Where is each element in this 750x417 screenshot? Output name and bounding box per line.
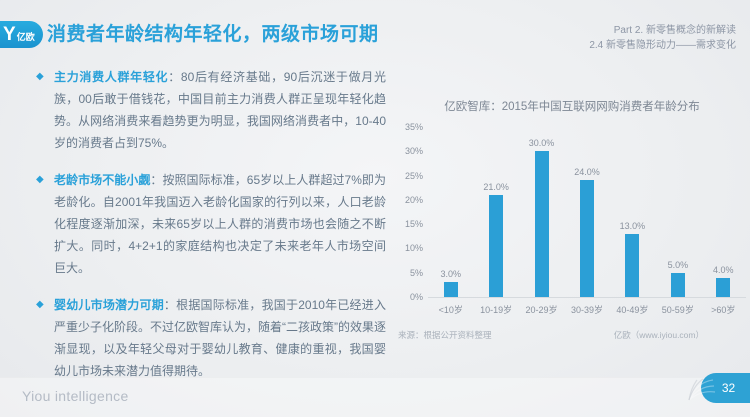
bullet-body: ：根据国际标准，我国于2010年已经进入严重少子化阶段。不过亿欧智库认为，随着“…	[54, 298, 386, 378]
x-tick-label: 30-39岁	[570, 305, 603, 315]
chart-source: 来源：根据公开资料整理	[398, 330, 492, 340]
x-tick-label: 10-19岁	[480, 305, 513, 315]
bar-column: 3.0%	[428, 127, 473, 297]
x-tick-label: 20-29岁	[525, 305, 558, 315]
bar-value-label: 4.0%	[712, 264, 734, 275]
x-tick-label: 40-49岁	[616, 305, 649, 315]
x-tick-label: 50-59岁	[661, 305, 694, 315]
page-number-badge: 32	[701, 373, 750, 403]
breadcrumb: Part 2. 新零售概念的新解读 2.4 新零售隐形动力——需求变化	[589, 23, 736, 53]
chart-xaxis: <10岁 10-19岁 20-29岁 30-39岁 40-49岁 50-59岁 >60岁	[428, 298, 746, 316]
bar	[534, 151, 549, 297]
logo: Y 亿欧	[0, 21, 43, 48]
y-tick-label: 0%	[409, 292, 423, 302]
bar-column: 24.0%	[564, 127, 609, 297]
chart-plot: 3.0% 21.0% 30.0% 24.0% 13.0% 5.0% 4.0%	[428, 127, 746, 298]
bar	[625, 233, 640, 297]
bar-value-label: 13.0%	[619, 220, 646, 231]
diamond-bullet-icon: ◆	[36, 71, 44, 82]
bullet-head: 婴幼儿市场潜力可期	[54, 298, 164, 312]
bar-value-label: 24.0%	[574, 167, 600, 178]
bullet-body: ：按照国际标准，65岁以上人群超过7%即为老龄化。自2001年我国迈入老龄化国家…	[54, 173, 386, 275]
breadcrumb-part-line: Part 2. 新零售概念的新解读	[613, 25, 736, 36]
bar-column: 30.0%	[519, 127, 564, 297]
footer-strip	[0, 377, 750, 417]
page-number: 32	[721, 381, 736, 395]
bar-value-label: 21.0%	[483, 182, 509, 192]
y-tick-label: 15%	[404, 219, 423, 230]
page-title: 消费者年龄结构年轻化，两级市场可期	[47, 24, 379, 45]
bar-value-label: 5.0%	[667, 259, 689, 270]
bullet-text: 老龄市场不能小觑：按照国际标准，65岁以上人群超过7%即为老龄化。自2001年我…	[54, 169, 386, 279]
bullet-head: 主力消费人群年轻化	[54, 70, 169, 84]
chart-source-row: 来源：根据公开资料整理 亿欧（www.iyiou.com）	[398, 329, 746, 341]
bar-value-label: 30.0%	[528, 138, 555, 149]
bar-column: 4.0%	[701, 127, 746, 297]
chart-yaxis: 0% 5% 10% 15% 20% 25% 30% 35%	[398, 122, 428, 302]
bar	[489, 195, 504, 297]
chart-title: 亿欧智库：2015年中国互联网网购消费者年龄分布	[444, 101, 700, 113]
bullet-body: ：80后有经济基础，90后沉迷于做月光族，00后敢于借钱花，中国目前主力消费人群…	[54, 70, 386, 150]
chart-plot-area: 0% 5% 10% 15% 20% 25% 30% 35% 3.0% 21.0% 30.0% 24.…	[398, 122, 746, 302]
y-tick-label: 5%	[409, 267, 423, 278]
y-tick-label: 30%	[404, 146, 423, 157]
bar	[579, 180, 594, 297]
bar-value-label: 3.0%	[440, 269, 461, 280]
logo-icon: Y	[3, 24, 16, 45]
y-tick-label: 25%	[404, 170, 423, 181]
logo-text: 亿欧	[16, 31, 35, 42]
bar-column: 5.0%	[655, 127, 700, 297]
x-tick-label: <10岁	[438, 305, 463, 315]
chart-attribution: 亿欧（www.iyiou.com）	[613, 330, 704, 340]
bullet-item-elderly-market: ◆ 老龄市场不能小觑：按照国际标准，65岁以上人群超过7%即为老龄化。自2001…	[36, 169, 386, 279]
bullet-item-main-consumers: ◆ 主力消费人群年轻化：80后有经济基础，90后沉迷于做月光族，00后敢于借钱花…	[36, 66, 386, 154]
bar	[670, 272, 685, 297]
chart: 亿欧智库：2015年中国互联网网购消费者年龄分布 0% 5% 10% 15% 20% 25…	[398, 98, 746, 341]
bar-column: 13.0%	[610, 127, 655, 297]
bullet-text: 婴幼儿市场潜力可期：根据国际标准，我国于2010年已经进入严重少子化阶段。不过亿…	[54, 294, 386, 382]
diamond-bullet-icon: ◆	[36, 299, 44, 310]
bar	[716, 277, 731, 297]
brand-text: Yiou intelligence	[22, 388, 129, 404]
fan-watermark-icon	[688, 378, 716, 401]
bullet-list: ◆ 主力消费人群年轻化：80后有经济基础，90后沉迷于做月光族，00后敢于借钱花…	[36, 66, 386, 397]
y-tick-label: 20%	[404, 194, 423, 205]
breadcrumb-section-line: 2.4 新零售隐形动力——需求变化	[589, 40, 736, 51]
x-tick-label: >60岁	[711, 305, 736, 315]
y-tick-label: 35%	[404, 122, 423, 132]
bullet-item-infant-market: ◆ 婴幼儿市场潜力可期：根据国际标准，我国于2010年已经进入严重少子化阶段。不…	[36, 294, 386, 382]
bullet-text: 主力消费人群年轻化：80后有经济基础，90后沉迷于做月光族，00后敢于借钱花，中…	[54, 66, 386, 154]
diamond-bullet-icon: ◆	[36, 174, 44, 185]
bullet-head: 老龄市场不能小觑	[54, 173, 151, 187]
bar	[443, 282, 458, 297]
bar-column: 21.0%	[473, 127, 518, 297]
y-tick-label: 10%	[404, 243, 423, 254]
